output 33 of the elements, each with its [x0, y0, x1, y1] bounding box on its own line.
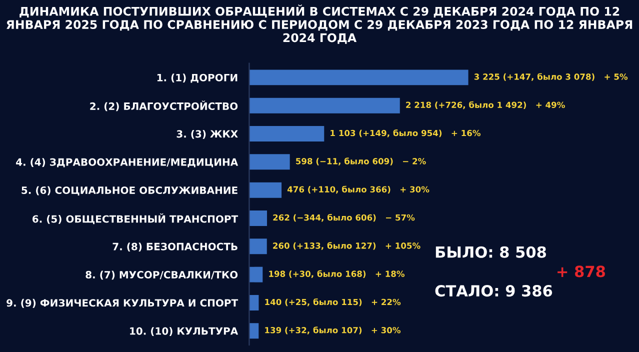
y-tick-label: 10. (10) КУЛЬТУРА — [130, 327, 238, 336]
y-tick-label: 3. (3) ЖКХ — [176, 130, 238, 139]
y-tick-label: 7. (8) БЕЗОПАСНОСТЬ — [112, 242, 238, 252]
bar — [249, 210, 268, 226]
bar — [249, 238, 267, 254]
text: + 878 — [558, 266, 605, 278]
data-label: 598 (−11, было 609) − 2% — [296, 158, 426, 166]
data-label: 140 (+25, было 115) + 22% — [265, 298, 401, 306]
y-tick-label: 8. (7) МУСОР/СВАЛКИ/ТКО — [86, 270, 238, 280]
y-tick-label: 2. (2) БЛАГОУСТРОЙСТВО — [90, 100, 238, 112]
annotation: СТАЛО: 9 386 — [435, 285, 552, 297]
data-label: 2 218 (+726, было 1 492) + 49% — [406, 101, 565, 110]
bar — [249, 182, 282, 198]
y-tick-label: 6. (5) ОБЩЕСТВЕННЫЙ ТРАНСПОРТ — [32, 213, 238, 224]
data-label: 3 225 (+147, было 3 078) + 5% — [474, 73, 628, 81]
data-label: 198 (+30, было 168) + 18% — [269, 270, 405, 278]
data-label: 260 (+133, было 127) + 105% — [273, 242, 420, 250]
annotation: БЫЛО: 8 508 — [436, 246, 546, 258]
data-label: 262 (−344, было 606) − 57% — [273, 214, 415, 222]
data-label: 476 (+110, было 366) + 30% — [287, 186, 430, 194]
data-label: 1 103 (+149, было 954) + 16% — [330, 129, 480, 138]
y-tick-label: 1. (1) ДОРОГИ — [157, 74, 238, 83]
bar — [249, 323, 259, 339]
y-tick-label: 9. (9) ФИЗИЧЕСКАЯ КУЛЬТУРА И СПОРТ — [6, 298, 238, 308]
chart-title: ДИНАМИКА ПОСТУПИВШИХ ОБРАЩЕНИЙ В СИСТЕМАХ С 29 ДЕКАБРЯ 2024 ГОДА ПО 12 ЯНВАРЯ 2025 ГОДА ПО СРАВНЕНИЮ С ПЕРИОДОМ С 29 ДЕКАБРЯ 2023 ГОДА ПО 12 ЯНВАРЯ 2024 ГОДА — [6, 4, 632, 44]
bar — [249, 70, 468, 86]
bar — [249, 98, 400, 114]
bar — [249, 266, 263, 282]
y-tick-label: 4. (4) ЗДРАВООХРАНЕНИЕ/МЕДИЦИНА — [16, 158, 238, 168]
y-tick-label: 5. (6) СОЦИАЛЬНОЕ ОБСЛУЖИВАНИЕ — [22, 186, 238, 196]
data-label: 139 (+32, было 107) + 30% — [265, 326, 401, 334]
bar — [249, 154, 290, 170]
bar — [249, 126, 324, 142]
